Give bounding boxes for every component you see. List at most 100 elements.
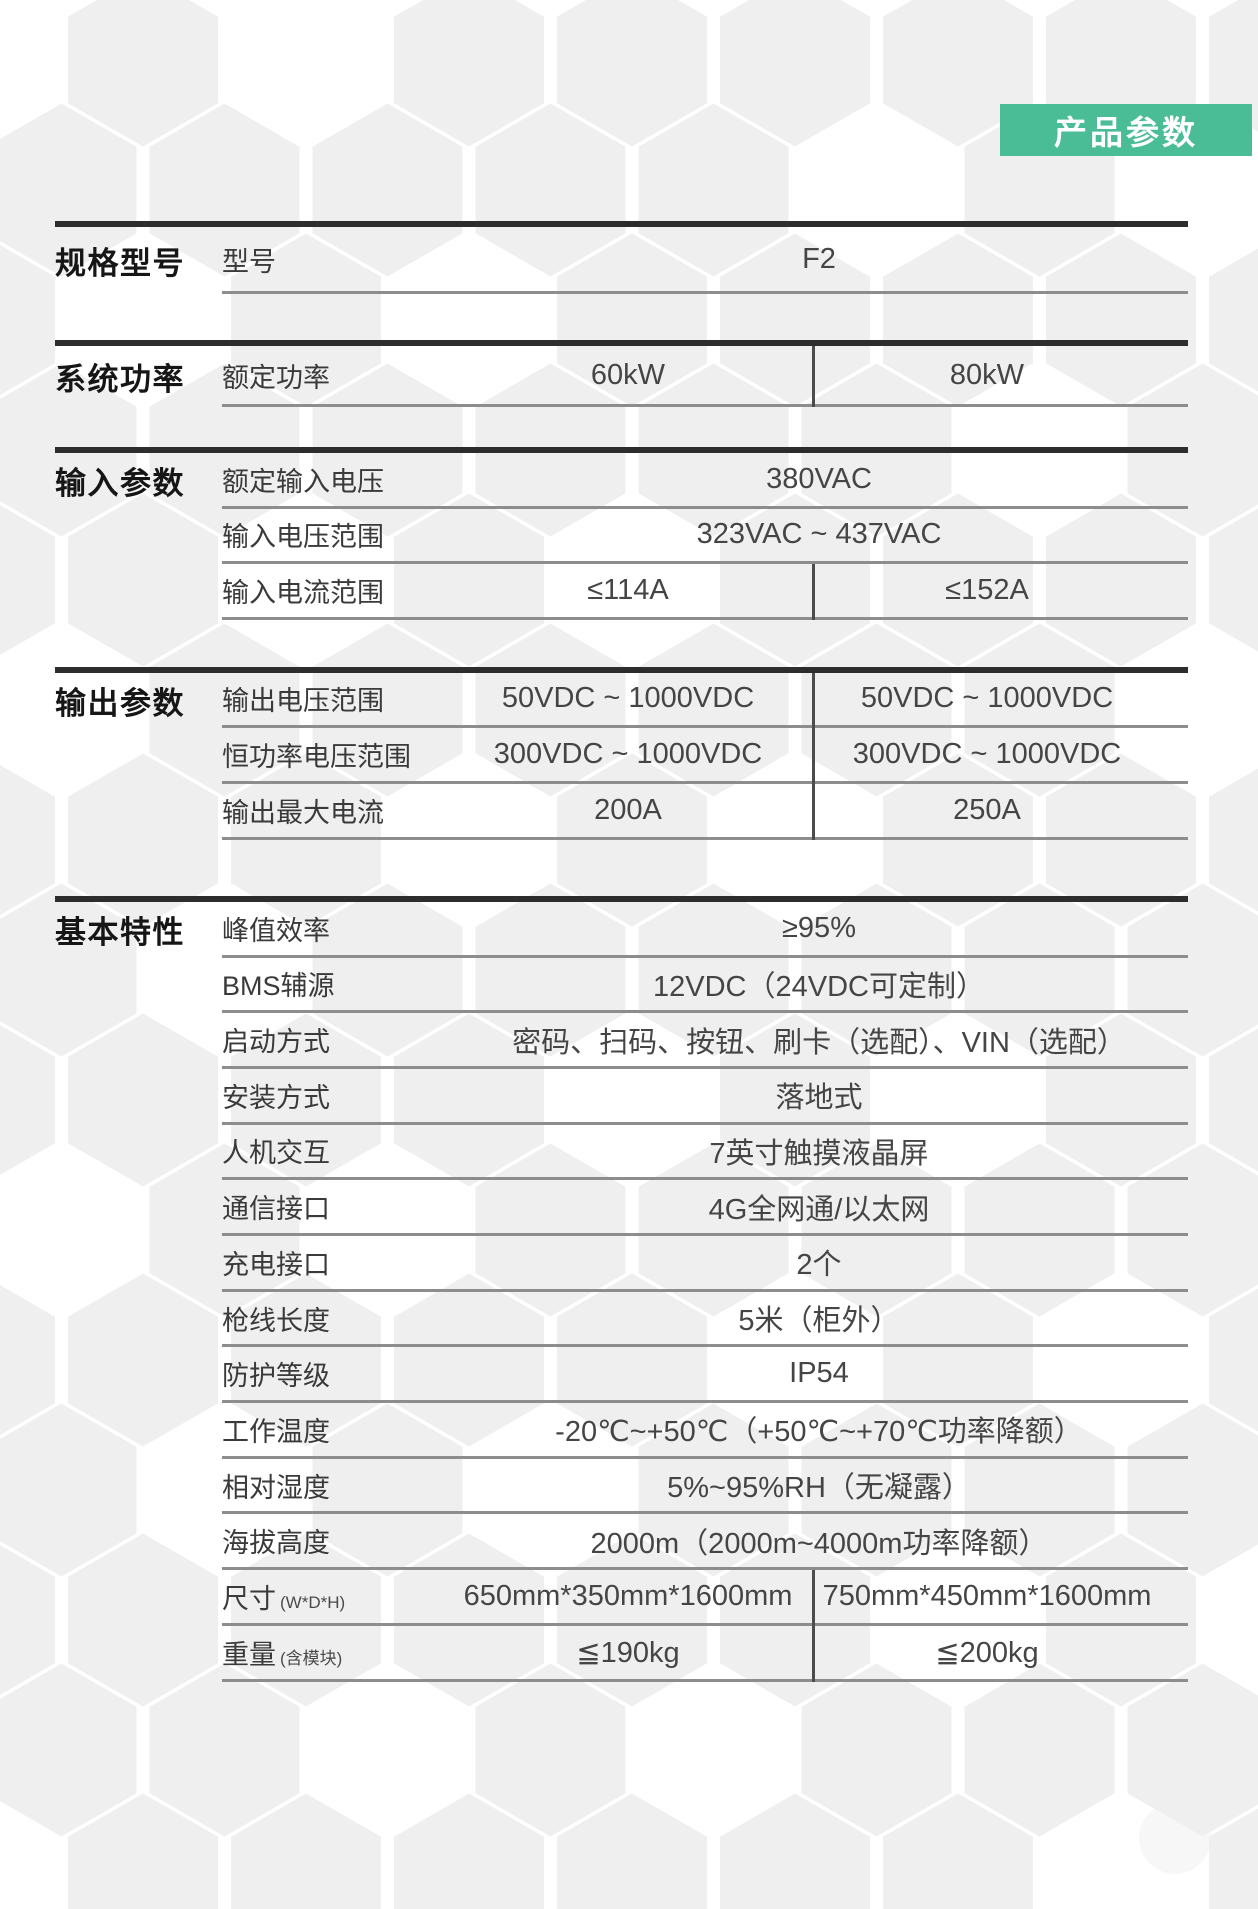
hexagon-shape <box>964 1403 1115 1577</box>
hexagon-shape <box>1127 1143 1258 1317</box>
hexagon-shape <box>720 493 870 667</box>
row-label: 防护等级 <box>222 1361 330 1392</box>
hexagon-shape <box>312 1403 463 1577</box>
column-divider <box>812 672 815 840</box>
hexagon-shape <box>231 233 381 407</box>
hexagon-shape <box>475 103 626 277</box>
row-label: BMS辅源 <box>222 971 335 1002</box>
row-value-col1: ≦190kg <box>576 1636 680 1669</box>
section-system-power: 系统功率 额定功率 60kW 80kW <box>55 340 1188 407</box>
hexagon-shape <box>883 233 1033 407</box>
row-value-col1: 650mm*350mm*1600mm <box>463 1579 793 1612</box>
row-start-mode: 启动方式 密码、扫码、按钮、刷卡（选配）、VIN（选配） <box>222 1013 1188 1069</box>
row-label: 峰值效率 <box>222 915 330 946</box>
row-model: 型号 F2 <box>222 227 1188 294</box>
row-value: ≥95% <box>782 911 856 944</box>
row-label: 恒功率电压范围 <box>222 742 411 773</box>
row-label: 工作温度 <box>222 1416 330 1447</box>
row-rated-power: 额定功率 60kW 80kW <box>222 346 1188 407</box>
row-value: 2000m（2000m~4000m功率降额） <box>590 1527 1048 1560</box>
section-output-params: 输出参数 输出电压范围 50VDC ~ 1000VDC 50VDC ~ 1000… <box>55 666 1188 840</box>
row-value: 7英寸触摸液晶屏 <box>709 1137 929 1170</box>
section-title: 基本特性 <box>55 915 185 951</box>
hexagon-shape <box>964 1143 1115 1317</box>
row-label-text: 尺寸 <box>222 1583 276 1614</box>
row-label: 海拔高度 <box>222 1528 330 1559</box>
row-value-col1: 50VDC ~ 1000VDC <box>501 682 755 715</box>
hexagon-shape <box>1046 1013 1196 1187</box>
column-divider <box>812 1569 815 1682</box>
row-value: F2 <box>802 242 836 275</box>
hexagon-shape <box>0 1025 55 1175</box>
hexagon-shape <box>1209 1808 1258 1909</box>
row-rated-input-voltage: 额定输入电压 380VAC <box>222 453 1188 509</box>
row-label: 额定功率 <box>222 362 330 393</box>
hexagon-shape <box>0 103 137 277</box>
hexagon-shape <box>312 103 463 277</box>
hexagon-shape <box>231 1013 381 1187</box>
row-value-col1: 300VDC ~ 1000VDC <box>493 738 763 771</box>
row-value-col2: ≦200kg <box>935 1636 1039 1669</box>
hexagon-shape <box>0 1663 137 1837</box>
row-value: 380VAC <box>766 462 872 495</box>
product-params-badge: 产品参数 <box>1000 104 1252 156</box>
row-value: 5%~95%RH（无凝露） <box>667 1472 971 1505</box>
hexagon-shape <box>883 753 1033 927</box>
row-value: 落地式 <box>775 1082 863 1115</box>
hexagon-shape <box>883 0 1033 147</box>
row-value: 5米（柜外） <box>738 1305 900 1338</box>
row-label: 输入电流范围 <box>222 577 384 608</box>
row-value: 12VDC（24VDC可定制） <box>653 970 985 1003</box>
row-ip-rating: 防护等级 IP54 <box>222 1347 1188 1404</box>
row-value: IP54 <box>789 1357 849 1390</box>
row-value-col1: 200A <box>594 793 662 826</box>
hexagon-shape <box>149 1663 300 1837</box>
column-divider <box>812 346 815 407</box>
row-value-col2: ≤152A <box>945 573 1029 606</box>
hexagon-shape <box>1127 1403 1258 1577</box>
hexagon-shape <box>149 1143 300 1317</box>
row-hmi: 人机交互 7英寸触摸液晶屏 <box>222 1125 1188 1181</box>
hexagon-shape <box>394 0 544 147</box>
row-constant-power-voltage-range: 恒功率电压范围 300VDC ~ 1000VDC 300VDC ~ 1000VD… <box>222 728 1188 785</box>
row-value-col2: 750mm*450mm*1600mm <box>822 1579 1152 1612</box>
section-title: 输入参数 <box>55 466 185 502</box>
row-value-col2: 250A <box>953 793 1021 826</box>
section-title: 输出参数 <box>55 685 185 721</box>
hexagon-shape <box>801 1403 952 1577</box>
row-weight: 重量 (含模块) ≦190kg ≦200kg <box>222 1626 1188 1682</box>
hexagon-shape <box>1046 493 1196 667</box>
hexagon-shape <box>1209 1028 1258 1172</box>
hexagon-shape <box>638 103 789 277</box>
row-value: 密码、扫码、按钮、刷卡（选配）、VIN（选配） <box>512 1026 1126 1059</box>
hexagon-shape <box>964 1663 1115 1837</box>
hexagon-shape <box>801 1143 952 1317</box>
row-input-current-range: 输入电流范围 ≤114A ≤152A <box>222 564 1188 620</box>
row-label: 型号 <box>222 246 276 277</box>
hexagon-shape <box>68 1533 218 1707</box>
hexagon-shape <box>638 1143 789 1317</box>
row-value: 323VAC ~ 437VAC <box>696 518 942 551</box>
row-label: 充电接口 <box>222 1249 330 1280</box>
hexagon-shape <box>1046 1533 1196 1707</box>
hexagon-shape <box>68 493 218 667</box>
section-model-spec: 规格型号 型号 F2 <box>55 221 1188 294</box>
row-value: 4G全网通/以太网 <box>708 1193 930 1226</box>
row-value-col2: 50VDC ~ 1000VDC <box>860 682 1114 715</box>
hexagon-shape <box>0 1545 55 1695</box>
hexagon-shape <box>475 1143 626 1317</box>
hexagon-shape <box>0 245 55 395</box>
hexagon-shape <box>883 1273 1033 1447</box>
hexagon-shape <box>68 753 218 927</box>
hexagon-shape <box>720 0 870 147</box>
hexagon-shape <box>1209 508 1258 652</box>
row-max-output-current: 输出最大电流 200A 250A <box>222 784 1188 840</box>
row-label-text: 重量 <box>222 1639 276 1670</box>
hexagon-shape <box>0 505 55 655</box>
hexagon-shape <box>557 233 707 407</box>
hexagon-shape <box>1209 768 1258 912</box>
row-label: 输出最大电流 <box>222 797 384 828</box>
hexagon-shape <box>1046 233 1196 407</box>
hexagon-shape <box>149 103 300 277</box>
row-label: 通信接口 <box>222 1194 330 1225</box>
